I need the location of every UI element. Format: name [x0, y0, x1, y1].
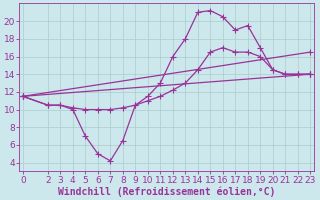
X-axis label: Windchill (Refroidissement éolien,°C): Windchill (Refroidissement éolien,°C)	[58, 186, 275, 197]
